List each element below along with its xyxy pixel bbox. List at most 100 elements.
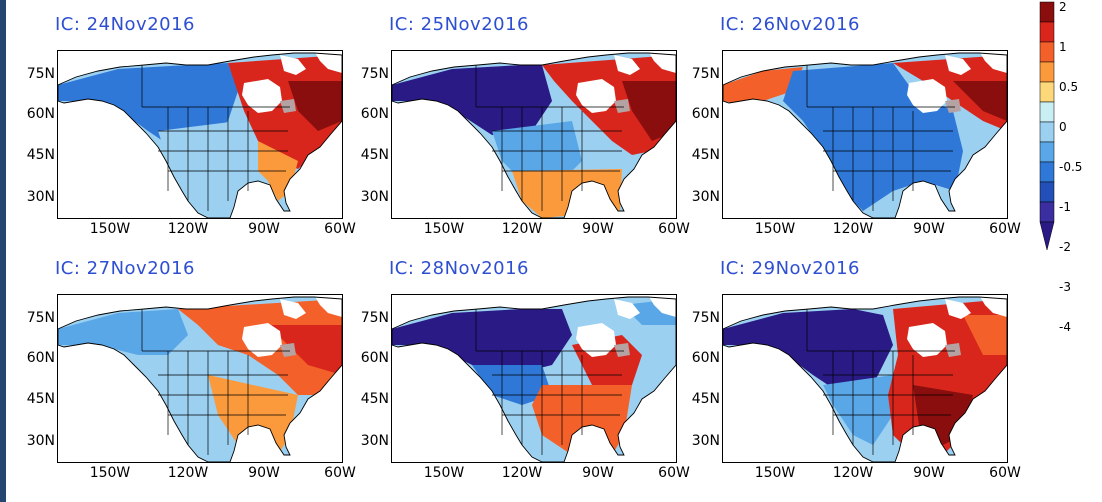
greenland-masked	[979, 295, 1007, 317]
lat-label: 60N	[26, 350, 55, 366]
masked-land	[614, 99, 630, 113]
coastline	[723, 52, 1007, 218]
arctic-water	[945, 55, 971, 75]
panel-title: IC: 28Nov2016	[389, 258, 530, 279]
colorbar-tick-label: -4	[1059, 320, 1071, 334]
hudson-bay	[576, 323, 616, 357]
colorbar-segment	[1039, 201, 1055, 223]
anomaly-region	[622, 81, 676, 141]
map-canvas	[723, 295, 1007, 462]
anomaly-map	[722, 294, 1008, 463]
lat-label: 60N	[691, 106, 720, 122]
greenland-masked	[314, 51, 342, 73]
lon-label: 120W	[832, 465, 874, 481]
colorbar-segment	[1039, 61, 1055, 83]
lon-label: 150W	[423, 221, 465, 237]
forecast-panel: IC: 24Nov2016 75N 60N 45N 30N 150W 120W 90W 60W	[27, 6, 357, 246]
colorbar-segment	[1039, 161, 1055, 183]
panel-title: IC: 27Nov2016	[55, 258, 196, 279]
hudson-bay	[907, 79, 947, 113]
anomaly-region	[723, 309, 893, 395]
lat-label: 45N	[691, 147, 720, 163]
greenland-masked	[979, 51, 1007, 73]
colorbar-segment	[1039, 121, 1055, 143]
anomaly-region	[893, 55, 1007, 131]
lat-label: 75N	[360, 66, 389, 82]
lat-label: 75N	[26, 310, 55, 326]
lat-label: 45N	[691, 391, 720, 407]
forecast-panel: IC: 28Nov2016 75N 60N 45N 30N 150W 120W 90W 60W	[361, 250, 691, 490]
lon-label: 60W	[658, 465, 690, 481]
coastline	[723, 296, 1007, 462]
masked-land	[614, 343, 630, 357]
forecast-panel: IC: 26Nov2016 75N 60N 45N 30N 150W 120W 90W 60W	[692, 6, 1022, 246]
coastline	[58, 52, 342, 218]
lat-label: 60N	[360, 350, 389, 366]
colorbar-arrow	[1039, 221, 1055, 251]
coastline	[392, 52, 676, 218]
left-edge-bar	[0, 0, 6, 502]
lon-label: 90W	[913, 221, 945, 237]
greenland-masked	[648, 295, 676, 317]
anomaly-region	[58, 309, 188, 355]
lon-label: 120W	[167, 221, 209, 237]
colorbar-segment	[1039, 101, 1055, 123]
lon-label: 150W	[423, 465, 465, 481]
colorbar-segment	[1039, 81, 1055, 103]
lat-label: 75N	[691, 310, 720, 326]
lon-label: 120W	[501, 221, 543, 237]
lat-label: 45N	[26, 391, 55, 407]
lat-label: 30N	[691, 433, 720, 449]
lat-label: 30N	[360, 433, 389, 449]
lat-label: 30N	[26, 189, 55, 205]
masked-land	[280, 343, 296, 357]
lon-label: 150W	[89, 465, 131, 481]
forecast-panel: IC: 27Nov2016 75N 60N 45N 30N 150W 120W 90W 60W	[27, 250, 357, 490]
arctic-water	[614, 299, 640, 319]
lon-label: 90W	[582, 221, 614, 237]
panel-title: IC: 24Nov2016	[55, 14, 196, 35]
hudson-bay	[576, 79, 616, 113]
lon-label: 60W	[324, 465, 356, 481]
masked-land	[945, 343, 961, 357]
anomaly-region	[268, 325, 342, 375]
colorbar-segment	[1039, 141, 1055, 163]
forecast-panel: IC: 25Nov2016 75N 60N 45N 30N 150W 120W 90W 60W	[361, 6, 691, 246]
arctic-water	[945, 299, 971, 319]
lat-label: 45N	[360, 391, 389, 407]
lon-label: 120W	[501, 465, 543, 481]
forecast-panel: IC: 29Nov2016 75N 60N 45N 30N 150W 120W 90W 60W	[692, 250, 1022, 490]
colorbar-tick-label: 0	[1059, 120, 1067, 134]
lon-label: 90W	[913, 465, 945, 481]
lat-label: 45N	[26, 147, 55, 163]
colorbar-segment	[1039, 21, 1055, 43]
arctic-water	[280, 55, 306, 75]
colorbar-tick-label: -2	[1059, 240, 1071, 254]
arctic-water	[614, 55, 640, 75]
lat-label: 75N	[26, 66, 55, 82]
map-canvas	[392, 295, 676, 462]
coastline	[58, 296, 342, 462]
lon-label: 120W	[832, 221, 874, 237]
lat-label: 30N	[691, 189, 720, 205]
lon-label: 90W	[248, 221, 280, 237]
colorbar-tick-label: 2	[1059, 0, 1067, 14]
anomaly-region	[392, 65, 552, 135]
anomaly-region	[963, 315, 1007, 355]
map-canvas	[58, 51, 342, 218]
greenland-masked	[648, 51, 676, 73]
masked-land	[280, 99, 296, 113]
lat-label: 60N	[691, 350, 720, 366]
lat-label: 60N	[26, 106, 55, 122]
anomaly-map	[722, 50, 1008, 219]
panel-title: IC: 26Nov2016	[720, 14, 861, 35]
lon-label: 60W	[658, 221, 690, 237]
anomaly-region	[138, 355, 218, 445]
colorbar-segment	[1039, 41, 1055, 63]
lon-label: 90W	[248, 465, 280, 481]
anomaly-region	[392, 309, 572, 375]
lon-label: 60W	[989, 221, 1021, 237]
lat-label: 75N	[360, 310, 389, 326]
lon-label: 150W	[754, 221, 796, 237]
arctic-water	[280, 299, 306, 319]
